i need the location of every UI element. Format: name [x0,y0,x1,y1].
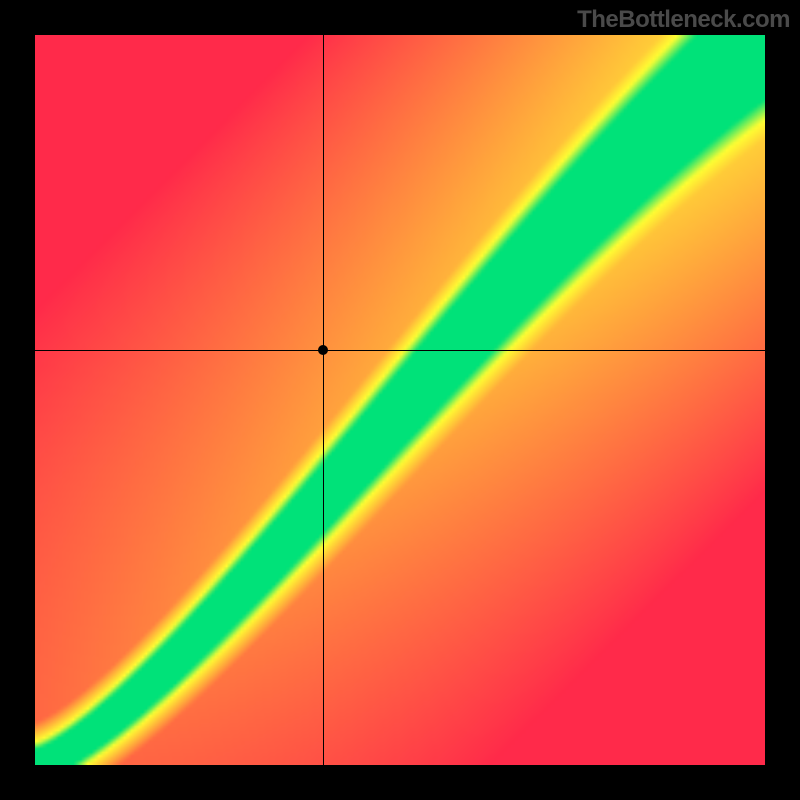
crosshair-vertical [323,35,324,765]
heatmap-plot-area [35,35,765,765]
crosshair-horizontal [35,350,765,351]
marker-dot [318,345,328,355]
watermark-text: TheBottleneck.com [577,6,790,34]
heatmap-canvas [35,35,765,765]
chart-wrapper: TheBottleneck.com [0,0,800,800]
